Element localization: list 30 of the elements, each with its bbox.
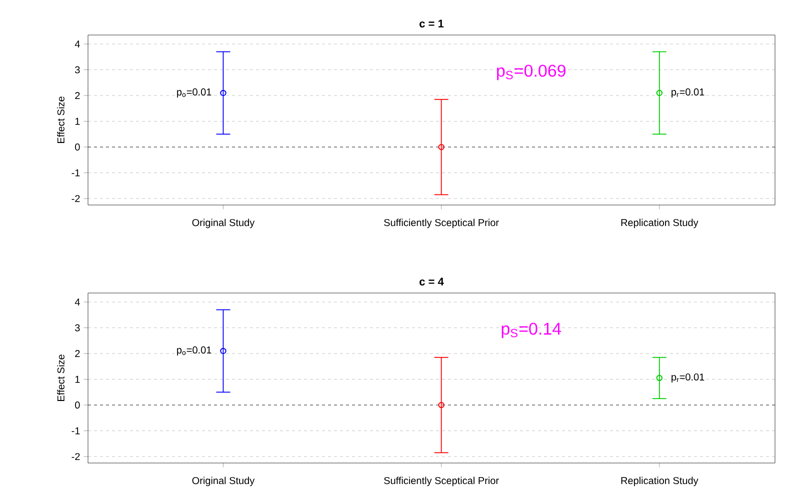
annotation: p$_{S}$=0.14	[502, 322, 562, 338]
x-tick-label: Replication Study	[621, 218, 698, 228]
annotation: p$_{o}$=0.01	[177, 88, 212, 98]
chart-title: c = 4	[420, 278, 444, 286]
y-tick-label: 1	[75, 376, 80, 383]
x-tick-label: Sufficiently Sceptical Prior	[384, 218, 499, 228]
y-tick-label: -2	[72, 453, 80, 460]
y-tick-label: 4	[74, 40, 80, 48]
x-tick-label: Original Study	[192, 476, 255, 486]
y-tick-label: 2	[75, 350, 80, 358]
y-tick-label: 4	[74, 298, 80, 306]
annotation: p$_{S}$=0.069	[497, 64, 566, 80]
y-tick-label: 2	[75, 92, 80, 100]
chart-title: c = 1	[420, 20, 444, 28]
y-tick-label: 1	[75, 118, 80, 125]
y-tick-label: -2	[72, 195, 80, 202]
y-tick-label: 3	[75, 324, 80, 332]
x-tick-label: Sufficiently Sceptical Prior	[384, 476, 499, 486]
y-tick-label: 0	[75, 402, 80, 409]
y-axis-title: Effect Size	[57, 354, 64, 401]
annotation: p$_{r}$=0.01	[672, 373, 704, 383]
y-tick-label: -1	[72, 427, 80, 434]
annotation: p$_{o}$=0.01	[177, 346, 212, 356]
y-tick-label: -1	[72, 169, 80, 176]
x-tick-label: Replication Study	[621, 476, 698, 486]
y-tick-label: 0	[75, 144, 80, 151]
y-axis-title: Effect Size	[57, 96, 64, 143]
annotation: p$_{r}$=0.01	[672, 88, 704, 98]
y-tick-label: 3	[75, 66, 80, 74]
x-tick-label: Original Study	[192, 218, 255, 228]
